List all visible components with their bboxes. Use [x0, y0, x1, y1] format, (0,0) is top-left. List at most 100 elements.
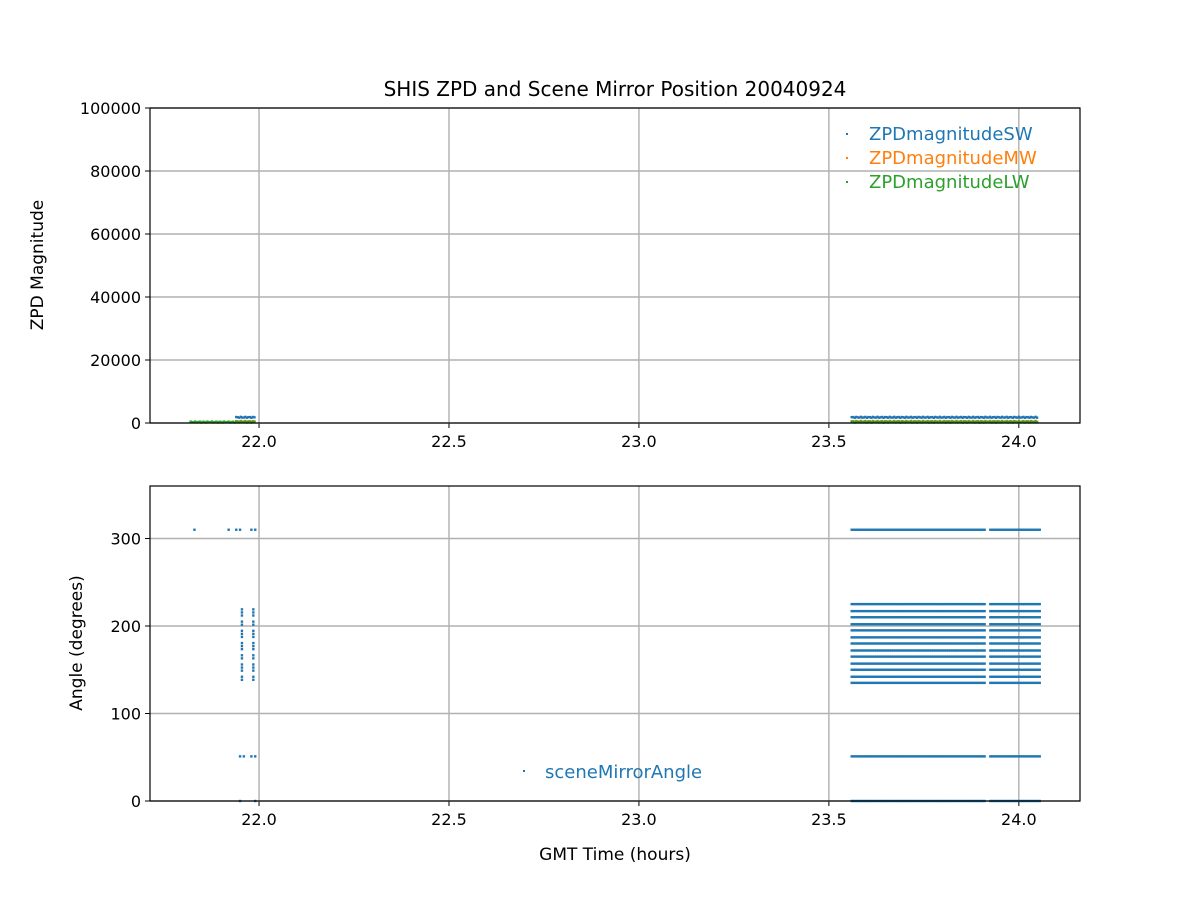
data-point — [884, 609, 888, 613]
data-point — [918, 602, 922, 606]
data-point — [1011, 675, 1015, 678]
x-tick-label: 22.0 — [241, 432, 277, 451]
data-point — [244, 420, 247, 423]
data-point — [1002, 655, 1005, 658]
data-point — [964, 668, 967, 671]
data-point — [996, 623, 1000, 626]
data-point — [858, 609, 861, 613]
data-point — [909, 662, 912, 665]
data-point — [918, 755, 922, 758]
data-point — [947, 649, 950, 652]
data-point — [1004, 755, 1007, 758]
data-point — [883, 420, 887, 423]
x-axis-label: GMT Time (hours) — [539, 845, 691, 865]
data-point — [924, 681, 927, 685]
data-point — [1008, 681, 1011, 685]
data-point — [1038, 616, 1041, 619]
data-point — [924, 420, 928, 424]
data-point — [908, 421, 911, 424]
data-point — [252, 678, 255, 682]
data-point — [1027, 755, 1030, 758]
data-point — [874, 421, 878, 424]
data-point — [194, 420, 197, 423]
data-point — [899, 609, 903, 613]
data-point — [850, 642, 853, 645]
data-point — [1010, 668, 1013, 671]
data-point — [932, 629, 935, 632]
data-point — [850, 602, 853, 606]
data-point — [935, 668, 939, 671]
data-point — [892, 609, 895, 613]
data-point — [882, 602, 886, 606]
data-point — [871, 668, 874, 671]
data-point — [1032, 416, 1036, 419]
data-point — [888, 623, 891, 626]
data-point — [947, 681, 950, 685]
data-point — [856, 420, 859, 424]
data-point — [1013, 420, 1016, 423]
data-point — [994, 655, 998, 658]
data-point — [1032, 528, 1036, 531]
data-point — [240, 666, 244, 669]
data-point — [247, 420, 250, 424]
data-point — [972, 755, 975, 758]
data-point — [1015, 655, 1019, 658]
data-point — [962, 415, 966, 419]
data-point — [979, 681, 983, 685]
data-point — [958, 629, 962, 632]
data-point — [941, 616, 945, 619]
data-point — [242, 755, 246, 758]
data-point — [958, 623, 962, 626]
data-point — [1032, 662, 1036, 665]
data-point — [884, 616, 888, 619]
data-point — [958, 668, 962, 671]
data-point — [1004, 528, 1007, 531]
data-point — [932, 609, 935, 613]
data-point — [892, 662, 895, 665]
data-point — [924, 655, 927, 658]
data-point — [1038, 675, 1041, 678]
data-point — [953, 528, 956, 531]
data-point — [873, 649, 876, 652]
data-point — [890, 655, 893, 658]
data-point — [991, 602, 994, 606]
data-point — [916, 623, 920, 626]
data-point — [1021, 629, 1024, 632]
data-point — [1005, 415, 1008, 419]
data-point — [1002, 416, 1005, 419]
data-point — [856, 602, 859, 606]
data-point — [929, 420, 932, 424]
data-point — [1004, 609, 1007, 613]
data-point — [1021, 616, 1024, 619]
data-point — [861, 629, 865, 632]
data-point — [888, 528, 891, 531]
data-point — [877, 675, 880, 678]
data-point — [859, 609, 863, 613]
data-point — [867, 675, 870, 678]
legend-label: ZPDmagnitudeLW — [869, 172, 1030, 193]
data-point — [852, 528, 855, 531]
data-point — [996, 528, 1000, 531]
data-point — [953, 421, 957, 424]
data-point — [854, 609, 857, 613]
data-point — [991, 755, 994, 758]
data-point — [1021, 623, 1024, 626]
y-tick-label: 100000 — [80, 99, 141, 118]
data-point — [1008, 636, 1011, 639]
data-point — [994, 416, 998, 420]
data-point — [943, 636, 946, 639]
data-point — [247, 416, 250, 419]
data-point — [943, 755, 946, 758]
data-point — [1021, 681, 1024, 685]
data-point — [915, 609, 918, 613]
data-point — [905, 602, 908, 606]
data-point — [1029, 415, 1033, 419]
data-point — [1006, 668, 1009, 671]
data-point — [992, 681, 996, 685]
data-point — [975, 528, 979, 531]
data-point — [897, 602, 901, 606]
data-point — [867, 623, 870, 626]
data-point — [1019, 602, 1022, 606]
data-point — [858, 623, 861, 626]
y-tick-label: 200 — [110, 617, 141, 636]
